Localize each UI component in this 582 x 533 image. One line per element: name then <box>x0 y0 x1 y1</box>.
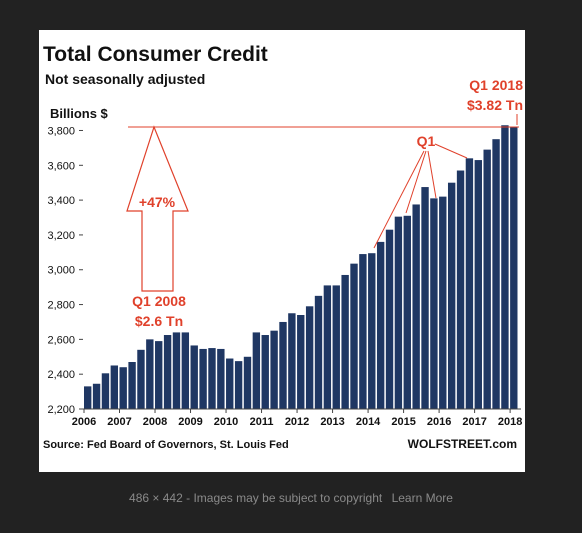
bars <box>84 125 518 409</box>
bar <box>128 362 136 409</box>
bar <box>430 198 438 409</box>
bar <box>314 295 323 409</box>
chart-svg: Total Consumer Credit Not seasonally adj… <box>43 43 523 451</box>
bar <box>332 285 340 409</box>
bar <box>465 158 474 409</box>
x-tick-label: 2015 <box>391 416 415 428</box>
change-label: +47% <box>139 194 176 210</box>
y-tick-label: 2,200 <box>47 404 75 416</box>
image-dimensions: 486 × 442 <box>129 491 183 505</box>
bar <box>501 125 509 409</box>
q1-label: Q1 <box>417 133 436 149</box>
bar <box>456 170 465 409</box>
bar <box>190 345 198 409</box>
x-tick-label: 2008 <box>143 416 167 428</box>
bar <box>492 139 500 409</box>
bar <box>421 187 429 409</box>
bar <box>483 149 491 409</box>
bar <box>439 196 447 409</box>
x-tick-label: 2007 <box>107 416 131 428</box>
x-tick-label: 2009 <box>178 416 202 428</box>
y-tick-label: 2,400 <box>47 369 75 381</box>
bar <box>101 373 110 409</box>
bar <box>261 335 269 409</box>
bar <box>447 182 456 409</box>
bar <box>243 356 252 409</box>
image-caption: 486 × 442 - Images may be subject to cop… <box>0 491 582 505</box>
x-tick-label: 2016 <box>427 416 451 428</box>
x-tick-label: 2013 <box>320 416 344 428</box>
bar <box>279 321 287 409</box>
bar <box>137 349 145 409</box>
chart-image[interactable]: Total Consumer Credit Not seasonally adj… <box>39 30 525 472</box>
copyright-note: Images may be subject to copyright <box>193 491 383 505</box>
bar <box>208 348 216 409</box>
y-axis-label: Billions $ <box>50 106 109 121</box>
bar <box>110 365 119 409</box>
chart-title: Total Consumer Credit <box>43 43 268 66</box>
bar <box>226 358 234 409</box>
bar <box>394 216 403 409</box>
bar <box>288 313 296 409</box>
x-tick-label: 2006 <box>72 416 96 428</box>
learn-more-link[interactable]: Learn More <box>391 491 453 505</box>
bar <box>217 348 225 409</box>
bar <box>119 367 127 409</box>
separator: - <box>186 491 194 505</box>
x-tick-label: 2018 <box>498 416 522 428</box>
bar <box>376 241 385 409</box>
bar <box>412 204 420 409</box>
q1-pointer-2017 <box>434 143 468 159</box>
bar <box>305 306 314 409</box>
y-tick-label: 2,600 <box>47 334 75 346</box>
x-axis-ticks: 2006 2007 2008 2009 2010 2011 2012 2013 2014 2015… <box>72 409 522 428</box>
bar <box>368 253 376 409</box>
bar <box>163 335 172 409</box>
x-tick-label: 2010 <box>214 416 238 428</box>
y-tick-label: 3,800 <box>47 125 75 137</box>
q1-pointer-2016 <box>427 150 437 199</box>
bar <box>359 254 367 409</box>
x-tick-label: 2011 <box>250 416 274 428</box>
x-tick-label: 2014 <box>356 416 381 428</box>
bar <box>403 215 411 409</box>
bar <box>341 274 349 409</box>
bar <box>92 383 101 409</box>
y-tick-label: 2,800 <box>47 300 75 312</box>
bar <box>385 229 394 409</box>
q1-2008-label: Q1 2008 <box>132 293 186 309</box>
bar <box>172 332 181 409</box>
q1-2018-value: $3.82 Tn <box>467 97 523 113</box>
bar <box>234 361 243 409</box>
bar <box>181 332 190 409</box>
source-note: Source: Fed Board of Governors, St. Loui… <box>43 439 289 451</box>
q1-pointer-2014 <box>373 150 425 249</box>
chart-subtitle: Not seasonally adjusted <box>45 71 205 87</box>
bar <box>323 285 332 409</box>
x-tick-label: 2012 <box>285 416 309 428</box>
y-tick-label: 3,000 <box>47 265 75 277</box>
y-axis-ticks: 2,200 2,400 2,600 2,800 3,000 3,200 3,400 3,600… <box>47 125 83 416</box>
annotations: +47% Q1 2008 $2.6 Tn Q1 2018 $3.82 Tn Q1 <box>126 77 523 329</box>
bar <box>146 339 154 409</box>
y-tick-label: 3,600 <box>47 160 75 172</box>
y-tick-label: 3,400 <box>47 195 75 207</box>
bar <box>297 315 305 409</box>
increase-arrow <box>126 125 189 292</box>
bar <box>510 127 518 409</box>
q1-2018-label: Q1 2018 <box>469 77 523 93</box>
watermark: WOLFSTREET.com <box>408 437 517 451</box>
y-tick-label: 3,200 <box>47 230 75 242</box>
bar <box>199 348 207 409</box>
bar <box>252 332 261 409</box>
x-tick-label: 2017 <box>462 416 486 428</box>
bar <box>270 330 278 409</box>
bar <box>350 263 358 409</box>
bar <box>474 160 482 409</box>
q1-2008-value: $2.6 Tn <box>135 313 183 329</box>
q1-pointer-2015 <box>405 150 427 214</box>
bar <box>84 386 92 409</box>
bar <box>155 341 163 409</box>
